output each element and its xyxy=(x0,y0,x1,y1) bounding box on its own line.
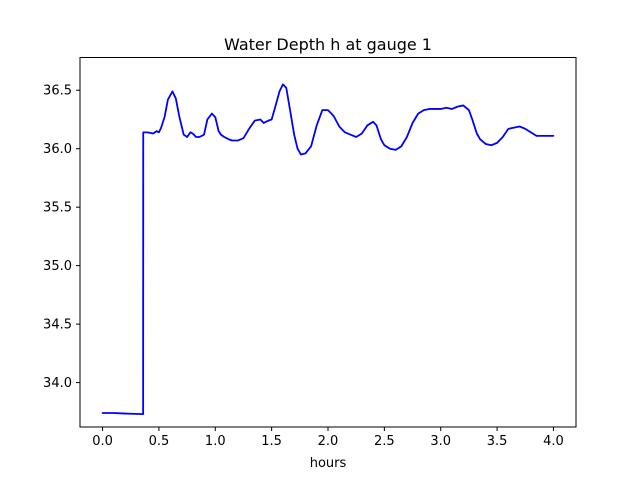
x-tick-label: 4.0 xyxy=(543,434,564,449)
y-tick-label: 34.0 xyxy=(43,376,72,391)
chart-title: Water Depth h at gauge 1 xyxy=(224,35,432,54)
plot-frame xyxy=(79,57,577,428)
x-tick-label: 0.5 xyxy=(149,434,170,449)
x-tick-label: 3.5 xyxy=(487,434,508,449)
y-tick-label: 35.0 xyxy=(43,259,72,274)
series-line xyxy=(101,83,555,416)
x-tick-label: 1.5 xyxy=(261,434,282,449)
y-tick-label: 36.0 xyxy=(43,142,72,157)
x-tick-label: 2.0 xyxy=(318,434,339,449)
x-tick-label: 3.0 xyxy=(430,434,451,449)
y-tick-label: 36.5 xyxy=(43,84,72,99)
x-tick-label: 1.0 xyxy=(205,434,226,449)
x-tick-label: 0.0 xyxy=(92,434,113,449)
y-tick-label: 34.5 xyxy=(43,318,72,333)
y-axis: 34.0 34.5 35.0 35.5 36.0 36.5 xyxy=(43,84,80,391)
y-tick-label: 35.5 xyxy=(43,201,72,216)
x-tick-label: 2.5 xyxy=(374,434,395,449)
series-group xyxy=(101,83,555,416)
x-axis-label: hours xyxy=(310,456,347,471)
x-axis: 0.0 0.5 1.0 1.5 2.0 2.5 3.0 3.5 4.0 xyxy=(92,427,564,449)
